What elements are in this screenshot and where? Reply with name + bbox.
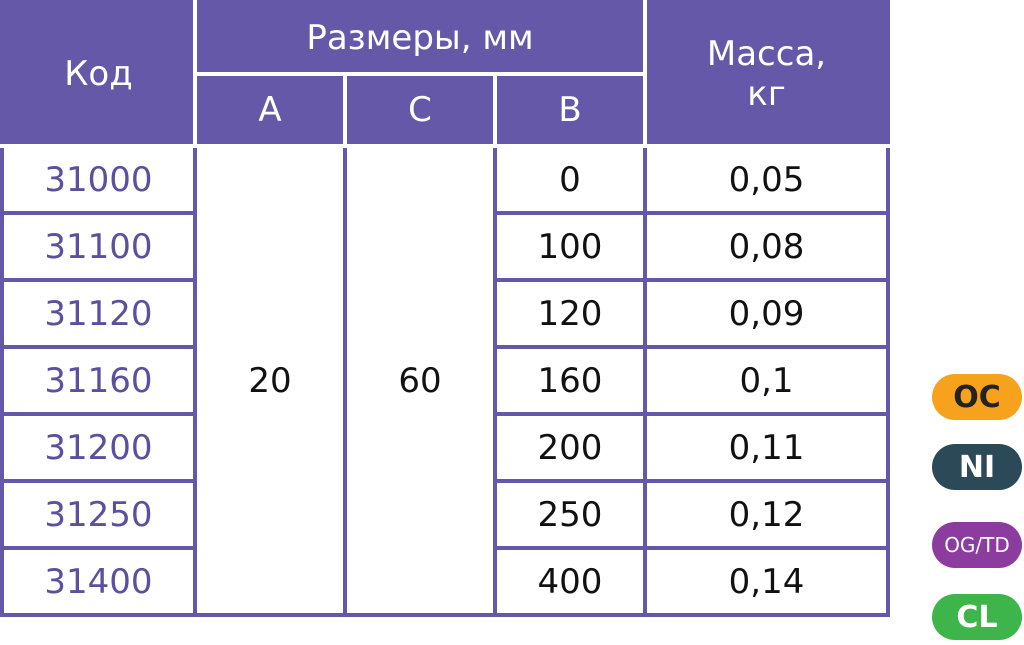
size-b: 160 <box>493 345 647 416</box>
size-a: 20 <box>193 144 347 617</box>
header-mass-line: Масса, <box>706 34 827 74</box>
code: 31200 <box>0 412 197 483</box>
size-b: 400 <box>493 546 647 617</box>
header-code: Код <box>0 0 197 148</box>
badge: NI <box>932 444 1022 490</box>
row: 31400 400 0,14 <box>0 546 890 617</box>
mass: 0,08 <box>643 211 890 282</box>
size-b: 0 <box>493 144 647 215</box>
mass: 0,09 <box>643 278 890 349</box>
row: 31100 100 0,08 <box>0 211 890 282</box>
size-b: 250 <box>493 479 647 550</box>
header-sizes: Размеры, мм <box>193 0 647 76</box>
header-mass: Масса, кг <box>643 0 890 148</box>
code: 31000 <box>0 144 197 215</box>
size-b: 100 <box>493 211 647 282</box>
header-a: A <box>193 72 347 148</box>
row: 31000 20 60 0 0,05 <box>0 144 890 617</box>
badge: OG/TD <box>932 522 1022 568</box>
mass: 0,1 <box>643 345 890 416</box>
size-c: 60 <box>343 144 497 617</box>
code: 31100 <box>0 211 197 282</box>
row: 31250 250 0,12 <box>0 479 890 550</box>
code: 31160 <box>0 345 197 416</box>
size-b: 200 <box>493 412 647 483</box>
code: 31250 <box>0 479 197 550</box>
size-b: 120 <box>493 278 647 349</box>
badge: CL <box>932 594 1022 640</box>
mass: 0,14 <box>643 546 890 617</box>
mass: 0,05 <box>643 144 890 215</box>
mass: 0,12 <box>643 479 890 550</box>
row: 31200 200 0,11 <box>0 412 890 483</box>
header-b: B <box>493 72 647 148</box>
code: 31400 <box>0 546 197 617</box>
badge: OC <box>932 374 1022 420</box>
spec-table: Код Размеры, мм Масса, кг A C B 31000 20 60… <box>0 0 890 617</box>
row: 31120 120 0,09 <box>0 278 890 349</box>
header-mass-line: кг <box>747 74 786 114</box>
mass: 0,11 <box>643 412 890 483</box>
code: 31120 <box>0 278 197 349</box>
row: 31160 160 0,1 <box>0 345 890 416</box>
header-c: C <box>343 72 497 148</box>
